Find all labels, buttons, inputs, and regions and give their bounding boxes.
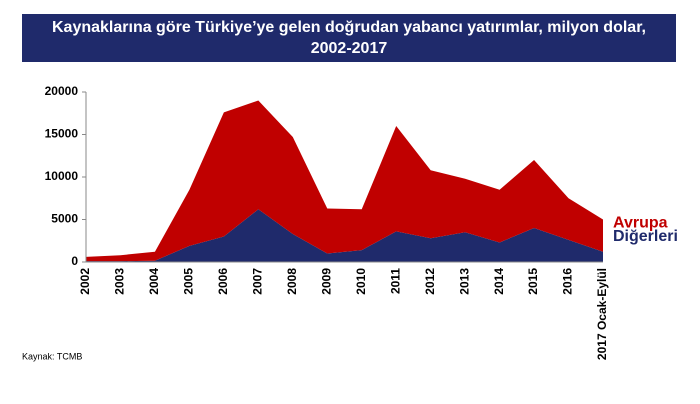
x-tick-label: 2005: [182, 268, 196, 295]
legend-label: Avrupa: [613, 215, 668, 232]
y-tick-label: 15000: [45, 127, 79, 141]
source: Kaynak: TCMB: [22, 351, 82, 361]
x-tick-label: 2011: [388, 268, 402, 294]
y-tick-label: 20000: [45, 84, 79, 98]
area: [86, 100, 603, 262]
x-tick-label: 2014: [492, 268, 506, 295]
x-tick-label: 2006: [216, 268, 230, 295]
area: [86, 209, 603, 262]
x-tick-label: 2010: [354, 268, 368, 295]
x-tick-label: 2016: [561, 268, 575, 295]
x-tick-label: 2013: [457, 268, 471, 295]
y-tick-label: 5000: [51, 212, 78, 226]
title-banner: Kaynaklarına göre Türkiye’ye gelen doğru…: [22, 14, 676, 62]
x-tick-label: 2007: [251, 268, 265, 295]
x-tick-label: 2012: [423, 268, 437, 295]
legend-label: Diğerleri: [613, 228, 678, 245]
x-tick-label: 2015: [526, 268, 540, 295]
x-tick-label: 2003: [113, 268, 127, 295]
x-tick-label: 2004: [147, 268, 161, 295]
y-tick-label: 0: [71, 254, 78, 268]
x-tick-label: 2017 Ocak-Eylül: [595, 268, 609, 360]
x-tick-label: 2009: [319, 268, 333, 295]
y-tick-label: 10000: [45, 169, 79, 183]
x-tick-label: 2008: [285, 268, 299, 295]
chart-title: Kaynaklarına göre Türkiye’ye gelen doğru…: [52, 19, 646, 57]
x-tick-label: 2002: [78, 268, 92, 295]
